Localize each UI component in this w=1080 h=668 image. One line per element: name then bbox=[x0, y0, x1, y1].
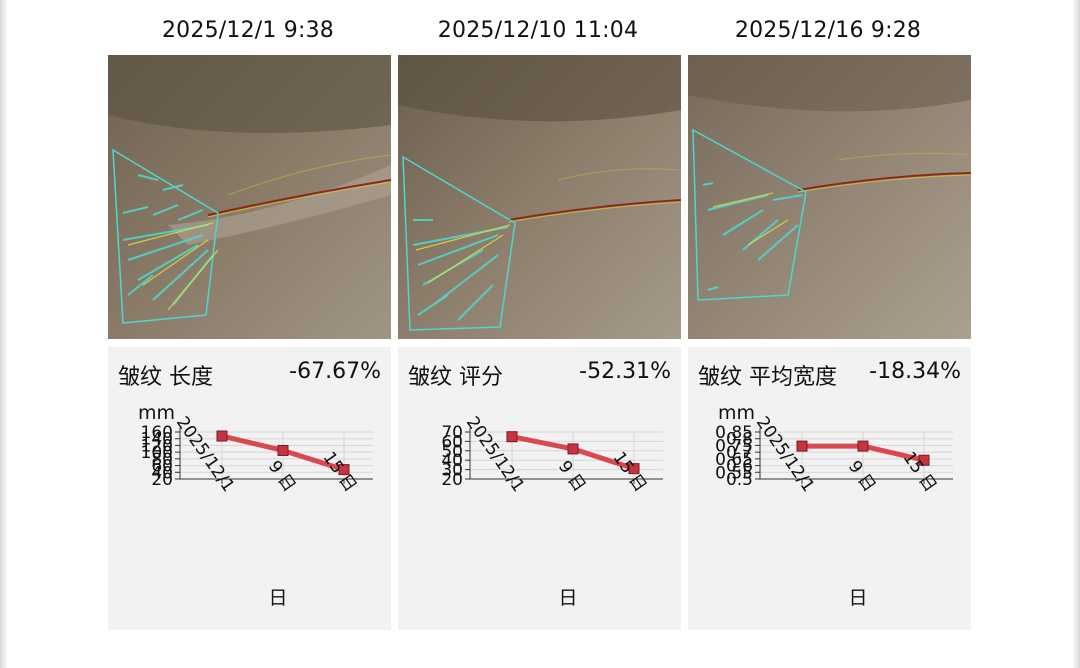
y-tick-label: 0.55 bbox=[715, 463, 753, 483]
y-tick-label: 60 bbox=[441, 432, 463, 452]
y-tick-label: 70 bbox=[441, 423, 463, 443]
x-tick-label: 9 日 bbox=[264, 457, 299, 496]
timestamp-3: 2025/12/16 9:28 bbox=[734, 18, 922, 43]
y-tick-label: 40 bbox=[441, 451, 463, 471]
y-tick-label: 120 bbox=[141, 436, 173, 456]
y-tick-label: 60 bbox=[151, 457, 173, 477]
eye-photo-2[interactable] bbox=[398, 55, 681, 339]
data-point[interactable] bbox=[216, 430, 228, 442]
x-axis-title: 日 bbox=[848, 587, 867, 609]
y-tick-label: 20 bbox=[441, 470, 463, 490]
y-tick-label: 0.75 bbox=[715, 436, 753, 456]
y-tick-label: 20 bbox=[151, 470, 173, 490]
metric-card-2: 皱纹 评分 -52.31% 20 30 40 50 60 70 2025/12/1 9 日 15… bbox=[398, 347, 681, 630]
y-tick-label: 0.85 bbox=[715, 423, 753, 443]
y-tick-label: 40 bbox=[151, 463, 173, 483]
data-point[interactable] bbox=[918, 454, 930, 466]
y-tick-label: 0.65 bbox=[715, 450, 753, 470]
eye-photo-1[interactable] bbox=[108, 55, 391, 339]
data-point[interactable] bbox=[506, 431, 518, 443]
y-unit-label: mm bbox=[718, 402, 755, 424]
data-point[interactable] bbox=[338, 464, 350, 476]
y-tick-label: 160 bbox=[141, 423, 173, 443]
panel-2: 2025/12/10 11:04 bbox=[393, 0, 683, 668]
metric-name-3: 皱纹 平均宽度 bbox=[698, 365, 837, 390]
metric-change-3: -18.34% bbox=[869, 359, 961, 384]
data-point[interactable] bbox=[796, 440, 808, 452]
y-unit-label: mm bbox=[138, 402, 175, 424]
y-tick-label: 0.5 bbox=[726, 470, 753, 490]
metric-name-2: 皱纹 评分 bbox=[408, 365, 503, 390]
x-axis-title: 日 bbox=[558, 587, 577, 609]
metric-name-1: 皱纹 长度 bbox=[118, 365, 213, 390]
y-tick-label: 100 bbox=[141, 443, 173, 463]
y-tick-label: 30 bbox=[441, 461, 463, 481]
data-point[interactable] bbox=[277, 444, 289, 456]
metric-change-1: -67.67% bbox=[289, 359, 381, 384]
x-tick-label: 9 日 bbox=[554, 457, 589, 496]
right-edge-shadow bbox=[1072, 0, 1080, 668]
x-tick-label: 2025/12/1 bbox=[752, 413, 818, 496]
y-tick-label: 50 bbox=[441, 442, 463, 462]
timestamp-2: 2025/12/10 11:04 bbox=[437, 18, 639, 43]
panel-3: 2025/12/16 9:28 bbox=[683, 0, 973, 668]
x-tick-label: 9 日 bbox=[844, 457, 879, 496]
y-tick-label: 0.7 bbox=[726, 443, 753, 463]
y-tick-label: 140 bbox=[141, 430, 173, 450]
left-edge-shadow bbox=[0, 0, 8, 668]
metric-card-1: 皱纹 长度 -67.67% mm 20 40 60 80 100 120 140 160 2025… bbox=[108, 347, 391, 630]
x-axis-title: 日 bbox=[268, 587, 287, 609]
timestamp-1: 2025/12/1 9:38 bbox=[161, 18, 334, 43]
data-point[interactable] bbox=[567, 443, 579, 455]
x-tick-label: 2025/12/1 bbox=[462, 413, 528, 496]
metric-change-2: -52.31% bbox=[579, 359, 671, 384]
y-tick-label: 0.8 bbox=[726, 430, 753, 450]
x-tick-label: 15 日 bbox=[609, 448, 651, 496]
data-point[interactable] bbox=[857, 440, 869, 452]
panel-1: 2025/12/1 9:38 bbox=[103, 0, 393, 668]
eye-photo-3[interactable] bbox=[688, 55, 971, 339]
metric-card-3: 皱纹 平均宽度 -18.34% mm 0.5 0.55 0.6 0.65 0.7 0.75 0… bbox=[688, 347, 971, 630]
x-tick-label: 2025/12/1 bbox=[172, 413, 238, 496]
y-tick-label: 80 bbox=[151, 450, 173, 470]
y-tick-label: 0.6 bbox=[726, 457, 753, 477]
data-point[interactable] bbox=[628, 463, 640, 475]
